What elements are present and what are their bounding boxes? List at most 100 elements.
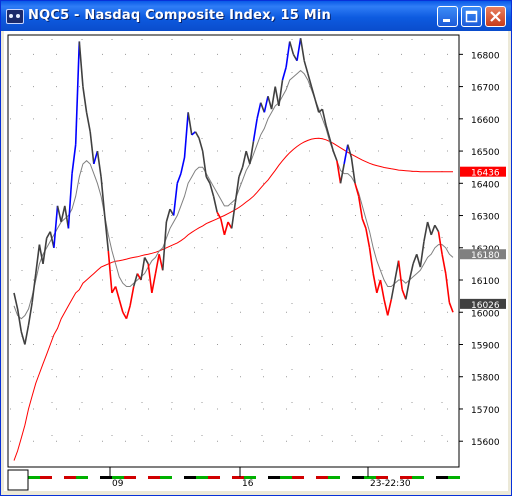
price-segment	[347, 144, 353, 158]
price-segment	[267, 96, 273, 110]
price-segment	[379, 279, 385, 300]
price-segment	[386, 299, 393, 316]
session-strip-segment	[148, 476, 160, 479]
session-strip-segment	[244, 476, 256, 479]
price-tag	[460, 298, 506, 309]
title-bar[interactable]: NQC5 - Nasdaq Composite Index, 15 Min	[1, 1, 511, 31]
session-strip-segment	[424, 476, 436, 479]
price-segment	[122, 311, 128, 320]
minimize-icon	[443, 19, 450, 22]
price-segment	[129, 286, 135, 306]
price-segment	[448, 302, 454, 313]
price-segment	[241, 150, 247, 168]
session-strip-segment	[76, 476, 88, 479]
price-segment	[212, 196, 218, 213]
close-button[interactable]	[485, 6, 506, 27]
session-strip-segment	[172, 476, 184, 479]
price-segment	[56, 205, 62, 223]
session-strip-segment	[376, 476, 388, 479]
price-segment	[209, 183, 215, 197]
y-tick-label: 15700	[471, 406, 500, 416]
price-segment	[220, 218, 226, 236]
price-segment	[151, 273, 157, 294]
price-segment	[285, 41, 291, 68]
session-strip-segment	[316, 476, 328, 479]
session-strip-segment	[124, 476, 136, 479]
price-segment	[180, 157, 186, 174]
price-segment	[252, 118, 258, 142]
price-segment	[111, 286, 117, 294]
price-segment	[85, 112, 91, 132]
price-segment	[45, 231, 51, 239]
session-strip-segment	[160, 476, 172, 479]
price-segment	[234, 176, 240, 203]
session-strip-segment	[412, 476, 424, 479]
price-segment	[281, 67, 287, 81]
chart-app-icon[interactable]	[6, 9, 24, 24]
price-segment	[187, 112, 193, 136]
price-segment	[263, 96, 269, 113]
price-segment	[415, 254, 422, 268]
price-segment	[434, 224, 440, 233]
maximize-button[interactable]	[461, 6, 482, 27]
price-segment	[118, 299, 124, 313]
session-strip-segment	[28, 476, 40, 479]
session-strip-segment	[184, 476, 196, 479]
price-segment	[307, 73, 313, 87]
price-segment	[328, 137, 335, 152]
session-strip-segment	[328, 476, 340, 479]
price-segment	[172, 183, 179, 216]
price-segment	[343, 144, 349, 165]
price-segment	[143, 257, 149, 265]
price-segment	[20, 331, 26, 345]
price-segment	[426, 221, 433, 236]
price-segment	[376, 279, 382, 294]
y-tick-label: 16300	[471, 213, 500, 223]
price-segment	[161, 221, 168, 271]
price-segment	[310, 86, 316, 100]
price-segment	[249, 141, 255, 165]
price-segment	[64, 205, 70, 229]
price-segment	[437, 231, 443, 255]
price-segment	[24, 325, 30, 345]
price-segment	[78, 41, 84, 87]
price-segment	[325, 125, 331, 139]
session-strip-segment	[448, 476, 460, 479]
price-segment	[154, 254, 160, 274]
price-segment	[259, 102, 266, 113]
price-segment	[419, 241, 425, 268]
session-strip-segment	[304, 476, 316, 479]
session-strip-segment	[196, 476, 208, 479]
price-segment	[140, 257, 146, 281]
price-segment	[430, 224, 436, 236]
price-segment	[147, 263, 153, 294]
price-segment	[336, 160, 342, 184]
price-segment	[397, 260, 404, 290]
price-segment	[201, 150, 208, 177]
x-tick-label: 23-22:30	[370, 479, 411, 489]
price-segment	[361, 218, 367, 229]
price-chart[interactable]: 1560015700158001590016000161001620016300…	[4, 31, 508, 491]
price-segment	[31, 273, 37, 303]
price-tag-label: 16180	[471, 251, 500, 261]
session-strip-segment	[388, 476, 400, 479]
price-segment	[444, 273, 451, 303]
y-tick-label: 16700	[471, 84, 500, 94]
session-strip-segment	[340, 476, 352, 479]
minimize-button[interactable]	[437, 6, 458, 27]
y-tick-label: 16800	[471, 51, 500, 61]
price-segment	[238, 166, 244, 178]
y-tick-label: 16400	[471, 180, 500, 190]
chart-area[interactable]: 1560015700158001590016000161001620016300…	[4, 31, 508, 491]
y-tick-label: 15600	[471, 438, 500, 448]
price-segment	[270, 86, 277, 110]
price-segment	[230, 202, 237, 229]
y-tick-label: 15900	[471, 341, 500, 351]
price-segment	[350, 157, 356, 184]
price-segment	[412, 253, 418, 265]
price-segment	[49, 231, 55, 248]
session-strip-segment	[232, 476, 244, 479]
price-segment	[60, 205, 66, 223]
session-strip-segment	[268, 476, 280, 479]
